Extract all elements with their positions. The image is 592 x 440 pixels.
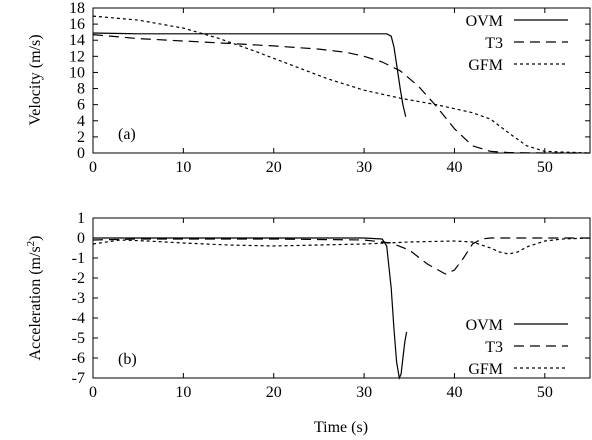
y-tick-label: -2 bbox=[72, 270, 85, 287]
series-t3-line bbox=[92, 34, 590, 154]
y-tick-label: 14 bbox=[69, 32, 85, 49]
panel-b-legend: OVM T3 GFM bbox=[466, 317, 568, 378]
series-ovm-line bbox=[93, 237, 408, 381]
x-tick-label: 40 bbox=[446, 384, 462, 401]
panel-b-ylabel-main: Acceleration (m/s bbox=[27, 246, 44, 360]
panel-a-legend: OVM T3 GFM bbox=[466, 13, 568, 74]
panel-a-ylabel: Velocity (m/s) bbox=[27, 34, 44, 125]
x-tick-label: 20 bbox=[266, 384, 282, 401]
y-tick-label: 12 bbox=[69, 48, 85, 65]
x-tick-label: 10 bbox=[175, 159, 191, 176]
x-tick-label: 50 bbox=[537, 159, 553, 176]
x-tick-label: 50 bbox=[537, 384, 553, 401]
panel-b-tag: (b) bbox=[118, 351, 137, 368]
panel-a-lines bbox=[92, 15, 591, 154]
y-tick-label: 6 bbox=[77, 97, 85, 114]
panel-b-ylabel: Acceleration (m/s2) bbox=[25, 236, 44, 361]
legend-label-t3: T3 bbox=[485, 339, 503, 356]
y-tick-label: -7 bbox=[72, 370, 85, 387]
x-tick-label: 30 bbox=[356, 384, 372, 401]
y-tick-label: -5 bbox=[72, 330, 85, 347]
panel-b-xlabel: Time (s) bbox=[314, 419, 368, 436]
y-tick-label: 4 bbox=[77, 113, 85, 130]
y-tick-label: -6 bbox=[72, 350, 85, 367]
legend-label-gfm: GFM bbox=[468, 361, 503, 378]
x-tick-label: 20 bbox=[266, 159, 282, 176]
x-tick-label: 10 bbox=[175, 384, 191, 401]
legend-label-ovm: OVM bbox=[466, 317, 503, 334]
series-t3-line bbox=[92, 237, 590, 275]
y-tick-label: -4 bbox=[72, 310, 85, 327]
y-tick-label: 2 bbox=[77, 129, 85, 146]
legend-label-gfm: GFM bbox=[468, 57, 503, 74]
y-tick-label: 10 bbox=[69, 64, 85, 81]
y-tick-label: -3 bbox=[72, 290, 85, 307]
series-gfm-line bbox=[92, 15, 591, 154]
y-tick-label: -1 bbox=[72, 250, 85, 267]
legend-label-ovm: OVM bbox=[466, 13, 503, 30]
series-ovm-line bbox=[92, 32, 407, 117]
x-tick-label: 0 bbox=[89, 159, 97, 176]
panel-a-frame bbox=[92, 7, 591, 154]
y-tick-label: 18 bbox=[69, 0, 85, 17]
y-tick-label: 0 bbox=[77, 145, 85, 162]
panel-b-ylabel-sup: 2 bbox=[25, 241, 37, 247]
panel-b-lines bbox=[92, 237, 591, 381]
x-tick-label: 30 bbox=[356, 159, 372, 176]
series-gfm-line bbox=[92, 237, 591, 255]
y-tick-label: 16 bbox=[69, 16, 85, 33]
x-tick-label: 0 bbox=[89, 384, 97, 401]
y-tick-label: 0 bbox=[77, 230, 85, 247]
y-tick-label: 1 bbox=[77, 210, 85, 227]
x-tick-label: 40 bbox=[446, 159, 462, 176]
panel-a-tag: (a) bbox=[118, 126, 136, 143]
panel-b-ylabel-close: ) bbox=[27, 236, 44, 241]
y-tick-label: 8 bbox=[77, 81, 85, 98]
legend-label-t3: T3 bbox=[485, 35, 503, 52]
